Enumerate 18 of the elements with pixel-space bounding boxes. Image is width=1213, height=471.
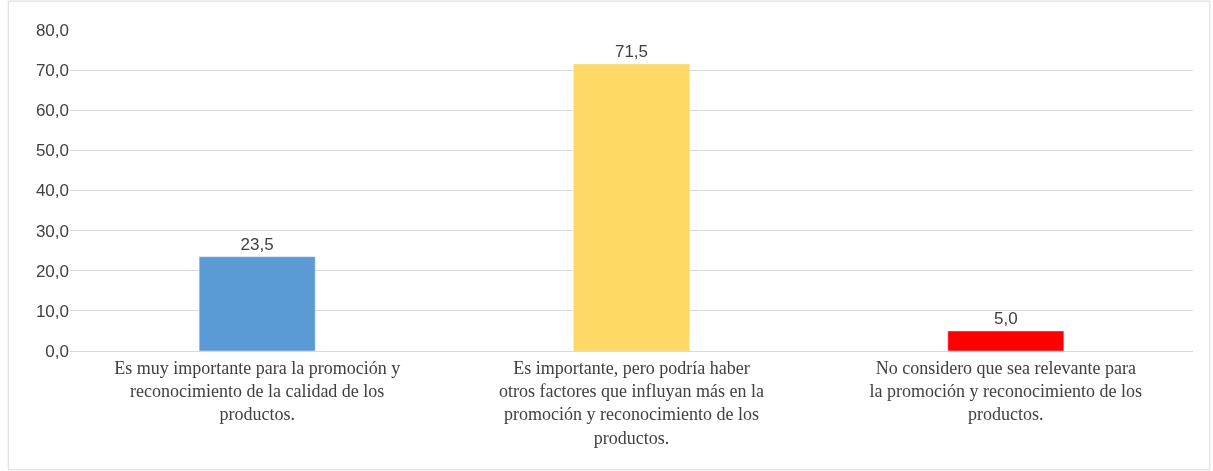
y-tick-label: 60,0 [35, 101, 69, 121]
bar [573, 63, 690, 351]
y-tick-label: 20,0 [35, 261, 69, 281]
data-label: 5,0 [994, 308, 1018, 328]
x-tick-label: Es muy importante para la promoción y reconocimiento de la calidad de los productos. [114, 357, 401, 425]
y-tick-label: 40,0 [35, 181, 69, 201]
y-tick-label: 10,0 [35, 301, 69, 321]
y-tick-label: 70,0 [35, 61, 69, 81]
y-tick-label: 30,0 [35, 221, 69, 241]
y-tick-label: 0,0 [45, 341, 69, 361]
y-tick-label: 50,0 [35, 141, 69, 161]
y-tick-label: 80,0 [35, 20, 69, 40]
bar [947, 330, 1065, 351]
x-tick-label: No considero que sea relevante para la promoción y reconocimiento de los productos. [869, 357, 1143, 425]
data-label: 71,5 [614, 42, 649, 62]
data-label: 23,5 [240, 234, 274, 254]
bar [198, 256, 316, 351]
x-tick-label: Es importante, pero podría haber otros factores que influyan más en la promoción y reconocimiento de los productos. [499, 357, 764, 448]
